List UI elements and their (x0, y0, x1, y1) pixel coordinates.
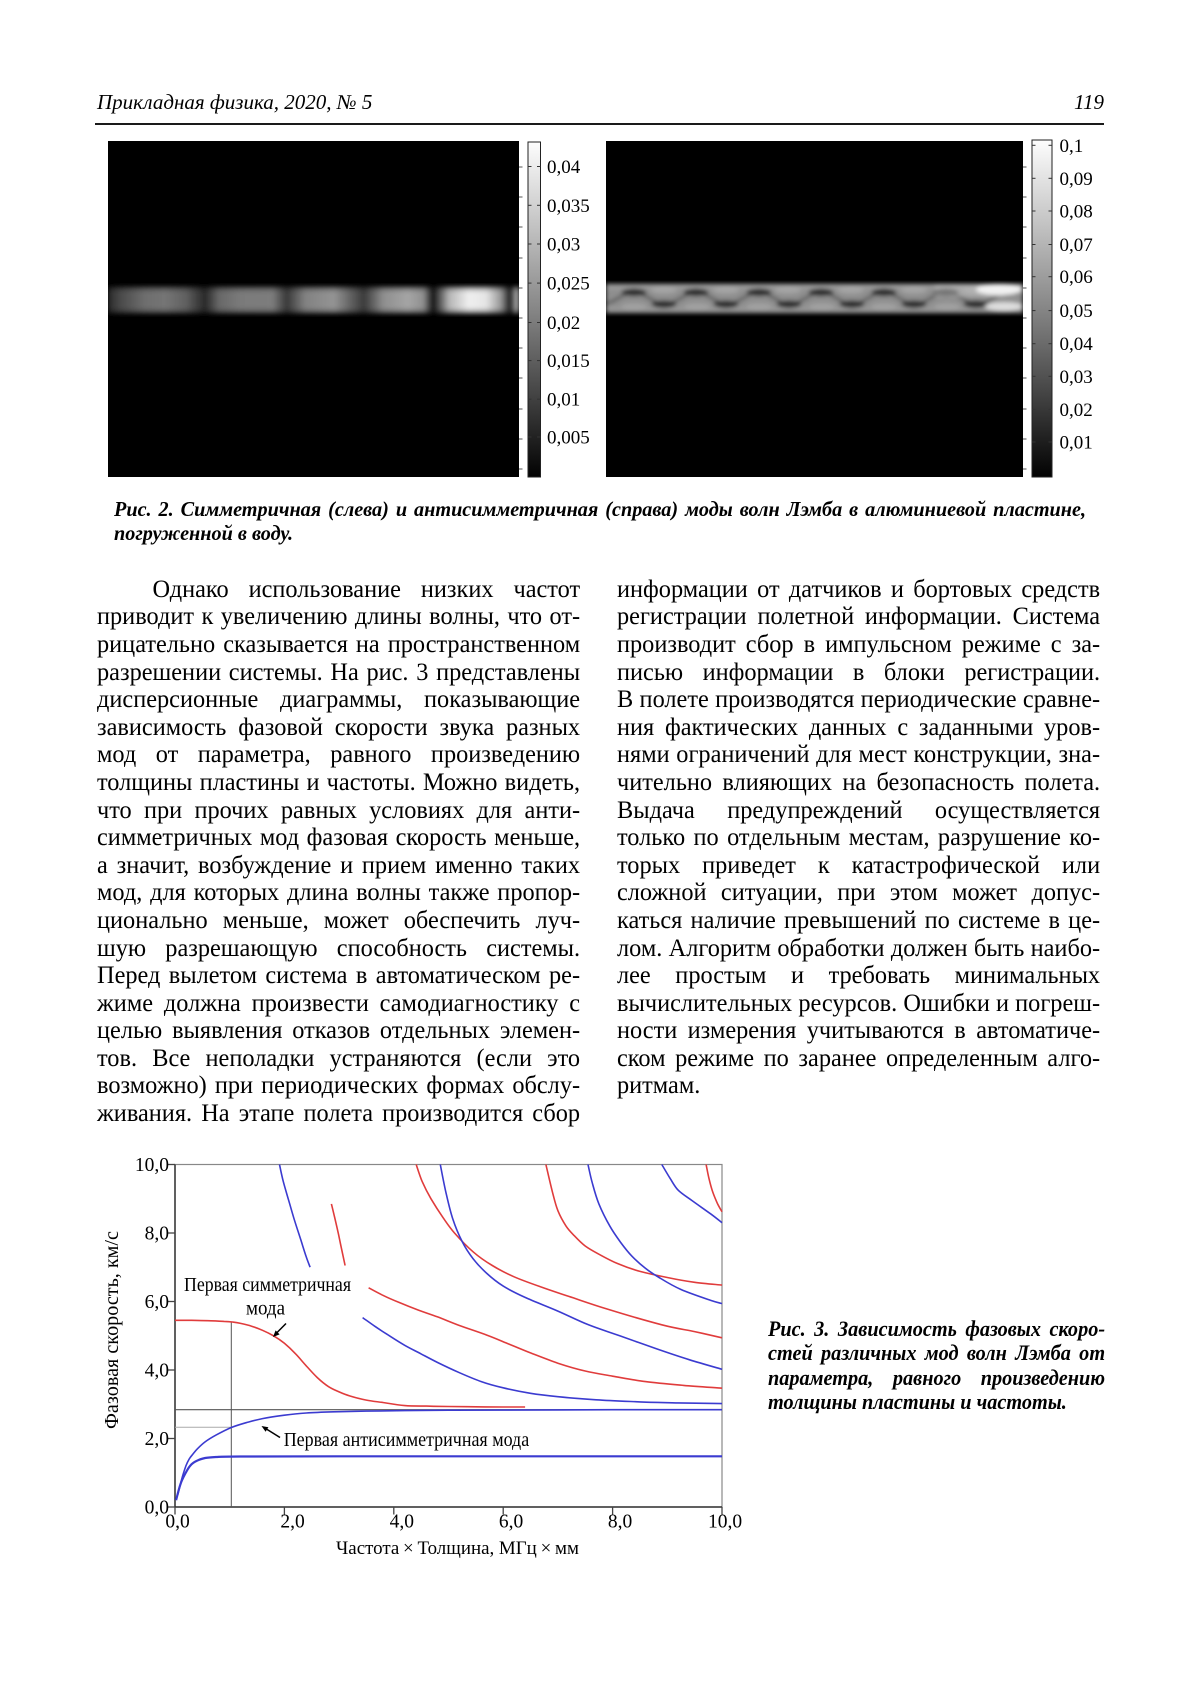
svg-text:2,0: 2,0 (280, 1512, 304, 1533)
svg-text:0,02: 0,02 (1060, 400, 1093, 421)
svg-text:Частота × Толщина, МГц × мм: Частота × Толщина, МГц × мм (336, 1538, 579, 1559)
svg-text:4,0: 4,0 (145, 1360, 169, 1381)
svg-text:0,015: 0,015 (547, 351, 590, 372)
svg-text:0,08: 0,08 (1060, 202, 1093, 223)
svg-text:10,0: 10,0 (708, 1512, 742, 1533)
svg-text:Первая симметричная: Первая симметричная (184, 1274, 351, 1296)
svg-text:0,09: 0,09 (1060, 169, 1093, 190)
svg-text:0,025: 0,025 (547, 274, 590, 295)
svg-text:0,04: 0,04 (547, 157, 581, 178)
svg-text:0,07: 0,07 (1060, 235, 1093, 256)
svg-text:0,1: 0,1 (1060, 136, 1084, 157)
svg-text:0,0: 0,0 (165, 1512, 189, 1533)
svg-text:0,035: 0,035 (547, 196, 590, 217)
svg-text:0,02: 0,02 (547, 313, 580, 334)
svg-text:0,03: 0,03 (1060, 367, 1093, 388)
svg-text:2,0: 2,0 (145, 1429, 169, 1450)
svg-text:8,0: 8,0 (145, 1223, 169, 1244)
svg-text:4,0: 4,0 (390, 1512, 414, 1533)
svg-text:Первая антисимметричная мода: Первая антисимметричная мода (284, 1429, 530, 1451)
svg-text:мода: мода (246, 1298, 285, 1320)
svg-text:0,03: 0,03 (547, 235, 580, 256)
svg-text:0,005: 0,005 (547, 428, 590, 449)
svg-text:6,0: 6,0 (499, 1512, 523, 1533)
svg-text:0,01: 0,01 (547, 390, 580, 411)
svg-text:Фазовая скорость, км/с: Фазовая скорость, км/с (102, 1231, 123, 1429)
svg-text:8,0: 8,0 (608, 1512, 632, 1533)
svg-text:0,04: 0,04 (1060, 334, 1094, 355)
svg-text:0,05: 0,05 (1060, 301, 1093, 322)
svg-text:6,0: 6,0 (145, 1292, 169, 1313)
svg-text:0,01: 0,01 (1060, 433, 1093, 454)
svg-text:0,06: 0,06 (1060, 267, 1093, 288)
svg-text:0,0: 0,0 (145, 1497, 169, 1518)
svg-text:10,0: 10,0 (135, 1155, 169, 1176)
